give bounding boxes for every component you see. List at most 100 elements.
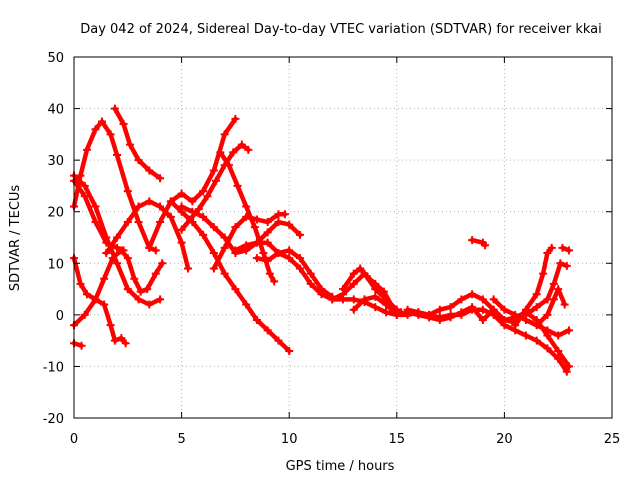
data-point bbox=[199, 187, 208, 196]
data-point bbox=[468, 303, 477, 312]
data-point bbox=[265, 269, 274, 278]
data-point bbox=[242, 202, 251, 211]
data-point bbox=[500, 305, 509, 314]
data-point bbox=[82, 145, 91, 154]
series-track-26 bbox=[523, 286, 567, 328]
data-point bbox=[263, 228, 272, 237]
y-tick-label: 10 bbox=[47, 257, 64, 272]
data-point bbox=[134, 295, 143, 304]
series-track-14 bbox=[218, 150, 277, 284]
data-point bbox=[220, 243, 229, 252]
data-point bbox=[177, 225, 186, 234]
data-point bbox=[562, 261, 571, 270]
data-point bbox=[558, 243, 567, 252]
y-axis-label: SDTVAR / TECUs bbox=[8, 185, 23, 292]
data-point bbox=[216, 148, 225, 157]
data-point bbox=[382, 308, 391, 317]
data-point bbox=[77, 341, 86, 350]
data-point bbox=[100, 274, 109, 283]
data-point bbox=[102, 238, 111, 247]
data-point bbox=[123, 285, 132, 294]
data-point bbox=[481, 241, 490, 250]
data-point bbox=[134, 156, 143, 165]
data-point bbox=[166, 212, 175, 221]
data-point bbox=[80, 181, 89, 190]
data-point bbox=[295, 254, 304, 263]
data-point bbox=[106, 130, 115, 139]
data-point bbox=[532, 290, 541, 299]
data-point bbox=[250, 223, 259, 232]
data-point bbox=[328, 295, 337, 304]
chart-title: Day 042 of 2024, Sidereal Day-to-day VTE… bbox=[80, 22, 602, 37]
data-point bbox=[188, 197, 197, 206]
data-point bbox=[274, 218, 283, 227]
x-tick-label: 10 bbox=[281, 432, 298, 447]
data-point bbox=[252, 238, 261, 247]
y-tick-label: 50 bbox=[47, 51, 64, 66]
data-point bbox=[425, 310, 434, 319]
data-point bbox=[306, 279, 315, 288]
data-point bbox=[478, 316, 487, 325]
data-point bbox=[158, 259, 167, 268]
data-point bbox=[285, 346, 294, 355]
data-point bbox=[356, 264, 365, 273]
data-point bbox=[564, 326, 573, 335]
data-point bbox=[113, 233, 122, 242]
data-point bbox=[80, 310, 89, 319]
data-point bbox=[145, 243, 154, 252]
data-point bbox=[237, 140, 246, 149]
data-point bbox=[91, 125, 100, 134]
data-point bbox=[543, 326, 552, 335]
data-point bbox=[177, 202, 186, 211]
data-point bbox=[511, 321, 520, 330]
data-point bbox=[145, 300, 154, 309]
data-point bbox=[199, 230, 208, 239]
data-point bbox=[145, 197, 154, 206]
data-point bbox=[543, 248, 552, 257]
series-track-7 bbox=[112, 106, 163, 181]
data-point bbox=[435, 316, 444, 325]
data-point bbox=[134, 218, 143, 227]
data-point bbox=[532, 303, 541, 312]
data-point bbox=[102, 248, 111, 257]
data-point bbox=[556, 259, 565, 268]
series-layer bbox=[70, 104, 573, 376]
series-track-15 bbox=[233, 240, 335, 300]
x-tick-label: 20 bbox=[496, 432, 513, 447]
data-point bbox=[106, 321, 115, 330]
data-point bbox=[263, 218, 272, 227]
data-point bbox=[263, 326, 272, 335]
data-point bbox=[212, 176, 221, 185]
data-point bbox=[209, 248, 218, 257]
data-point bbox=[130, 274, 139, 283]
data-point bbox=[119, 120, 128, 129]
data-point bbox=[203, 192, 212, 201]
data-point bbox=[209, 166, 218, 175]
data-point bbox=[543, 310, 552, 319]
data-point bbox=[136, 287, 145, 296]
data-point bbox=[317, 290, 326, 299]
data-point bbox=[76, 279, 85, 288]
data-point bbox=[252, 254, 261, 263]
data-point bbox=[252, 215, 261, 224]
data-point bbox=[549, 279, 558, 288]
data-point bbox=[113, 243, 122, 252]
data-point bbox=[274, 336, 283, 345]
data-point bbox=[554, 346, 563, 355]
data-point bbox=[177, 238, 186, 247]
data-point bbox=[274, 248, 283, 257]
y-tick-label: -10 bbox=[43, 360, 64, 375]
data-point bbox=[285, 246, 294, 255]
data-point bbox=[280, 210, 289, 219]
data-point bbox=[108, 254, 117, 263]
data-point bbox=[468, 290, 477, 299]
data-point bbox=[521, 316, 530, 325]
data-point bbox=[220, 233, 229, 242]
data-point bbox=[186, 215, 195, 224]
plot-frame bbox=[73, 56, 613, 419]
data-point bbox=[177, 189, 186, 198]
data-point bbox=[113, 259, 122, 268]
x-axis-label: GPS time / hours bbox=[286, 459, 395, 474]
data-point bbox=[199, 212, 208, 221]
